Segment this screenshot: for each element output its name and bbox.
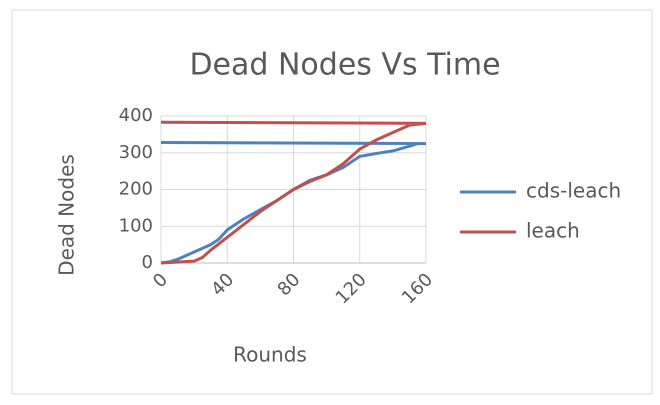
legend-label: cds-leach — [526, 179, 621, 203]
y-tick-label: 0 — [142, 252, 153, 273]
chart-title: Dead Nodes Vs Time — [189, 48, 500, 83]
y-tick-label: 200 — [119, 179, 153, 200]
series-line — [160, 120, 427, 265]
chart-border — [11, 9, 653, 395]
x-axis-label: Rounds — [233, 343, 307, 367]
y-axis-label: Dead Nodes — [55, 154, 79, 276]
y-tick-label: 300 — [119, 142, 153, 163]
legend-label: leach — [526, 219, 580, 243]
y-tick-label: 400 — [119, 105, 153, 126]
y-tick-label: 100 — [119, 215, 153, 236]
